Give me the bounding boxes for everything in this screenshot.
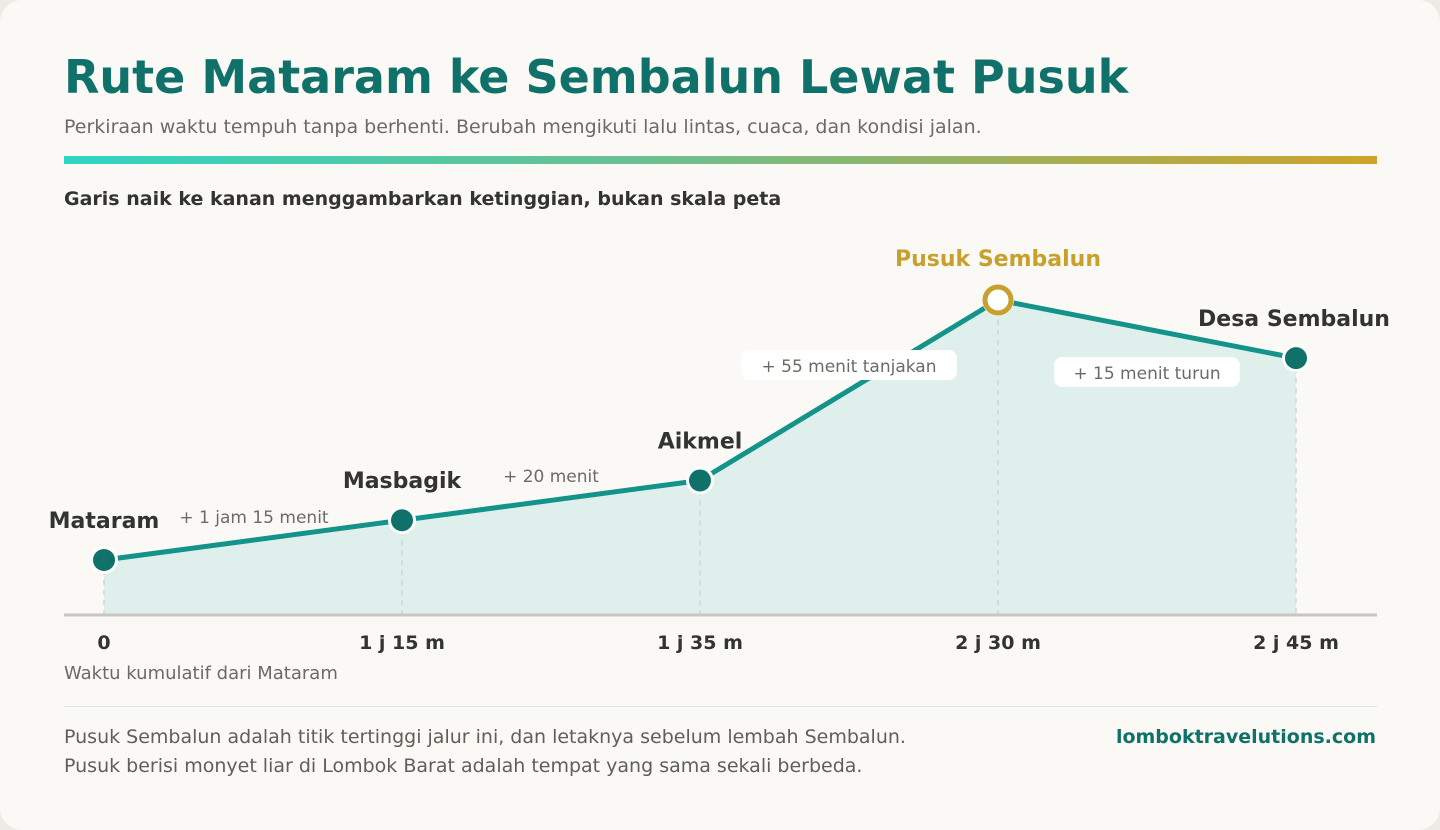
- segment-duration-label: + 15 menit turun: [1073, 364, 1220, 384]
- page-title: Rute Mataram ke Sembalun Lewat Pusuk: [64, 50, 1129, 104]
- elevation-chart: + 1 jam 15 menit + 20 menit + 55 menit tan…: [49, 247, 1390, 654]
- point-name-label: Mataram: [49, 509, 160, 534]
- data-point-highlight: [982, 284, 1014, 316]
- x-tick-label: 1 j 35 m: [657, 632, 743, 654]
- point-name-label: Desa Sembalun: [1198, 307, 1390, 332]
- elevation-area: [104, 300, 1296, 615]
- page-subtitle: Perkiraan waktu tempuh tanpa berhenti. B…: [64, 116, 982, 138]
- segment-duration-label: + 1 jam 15 menit: [179, 508, 329, 528]
- footer-divider: [64, 706, 1377, 707]
- point-name-label: Pusuk Sembalun: [895, 247, 1101, 272]
- footnote-line-1: Pusuk Sembalun adalah titik tertinggi ja…: [64, 726, 906, 748]
- x-tick-label: 1 j 15 m: [359, 632, 445, 654]
- data-point: [689, 469, 711, 492]
- gradient-divider: [64, 156, 1377, 164]
- x-axis-label: Waktu kumulatif dari Mataram: [64, 663, 338, 684]
- segment-label-bg: [741, 350, 957, 380]
- segment-label-bg: [1054, 357, 1240, 387]
- chart-note: Garis naik ke kanan menggambarkan keting…: [64, 188, 782, 210]
- x-tick-label: 0: [97, 632, 110, 654]
- data-point: [1285, 347, 1307, 370]
- data-point: [93, 549, 115, 571]
- segment-duration-label: + 20 menit: [503, 467, 599, 487]
- footnote-line-2: Pusuk berisi monyet liar di Lombok Barat…: [64, 755, 863, 777]
- x-tick-label: 2 j 45 m: [1253, 632, 1339, 654]
- data-point: [391, 509, 413, 532]
- point-name-label: Masbagik: [343, 469, 463, 494]
- segment-duration-label: + 55 menit tanjakan: [761, 357, 936, 377]
- x-tick-label: 2 j 30 m: [955, 632, 1041, 654]
- point-name-label: Aikmel: [658, 429, 743, 454]
- brand-website: lomboktravelutions.com: [1115, 726, 1376, 748]
